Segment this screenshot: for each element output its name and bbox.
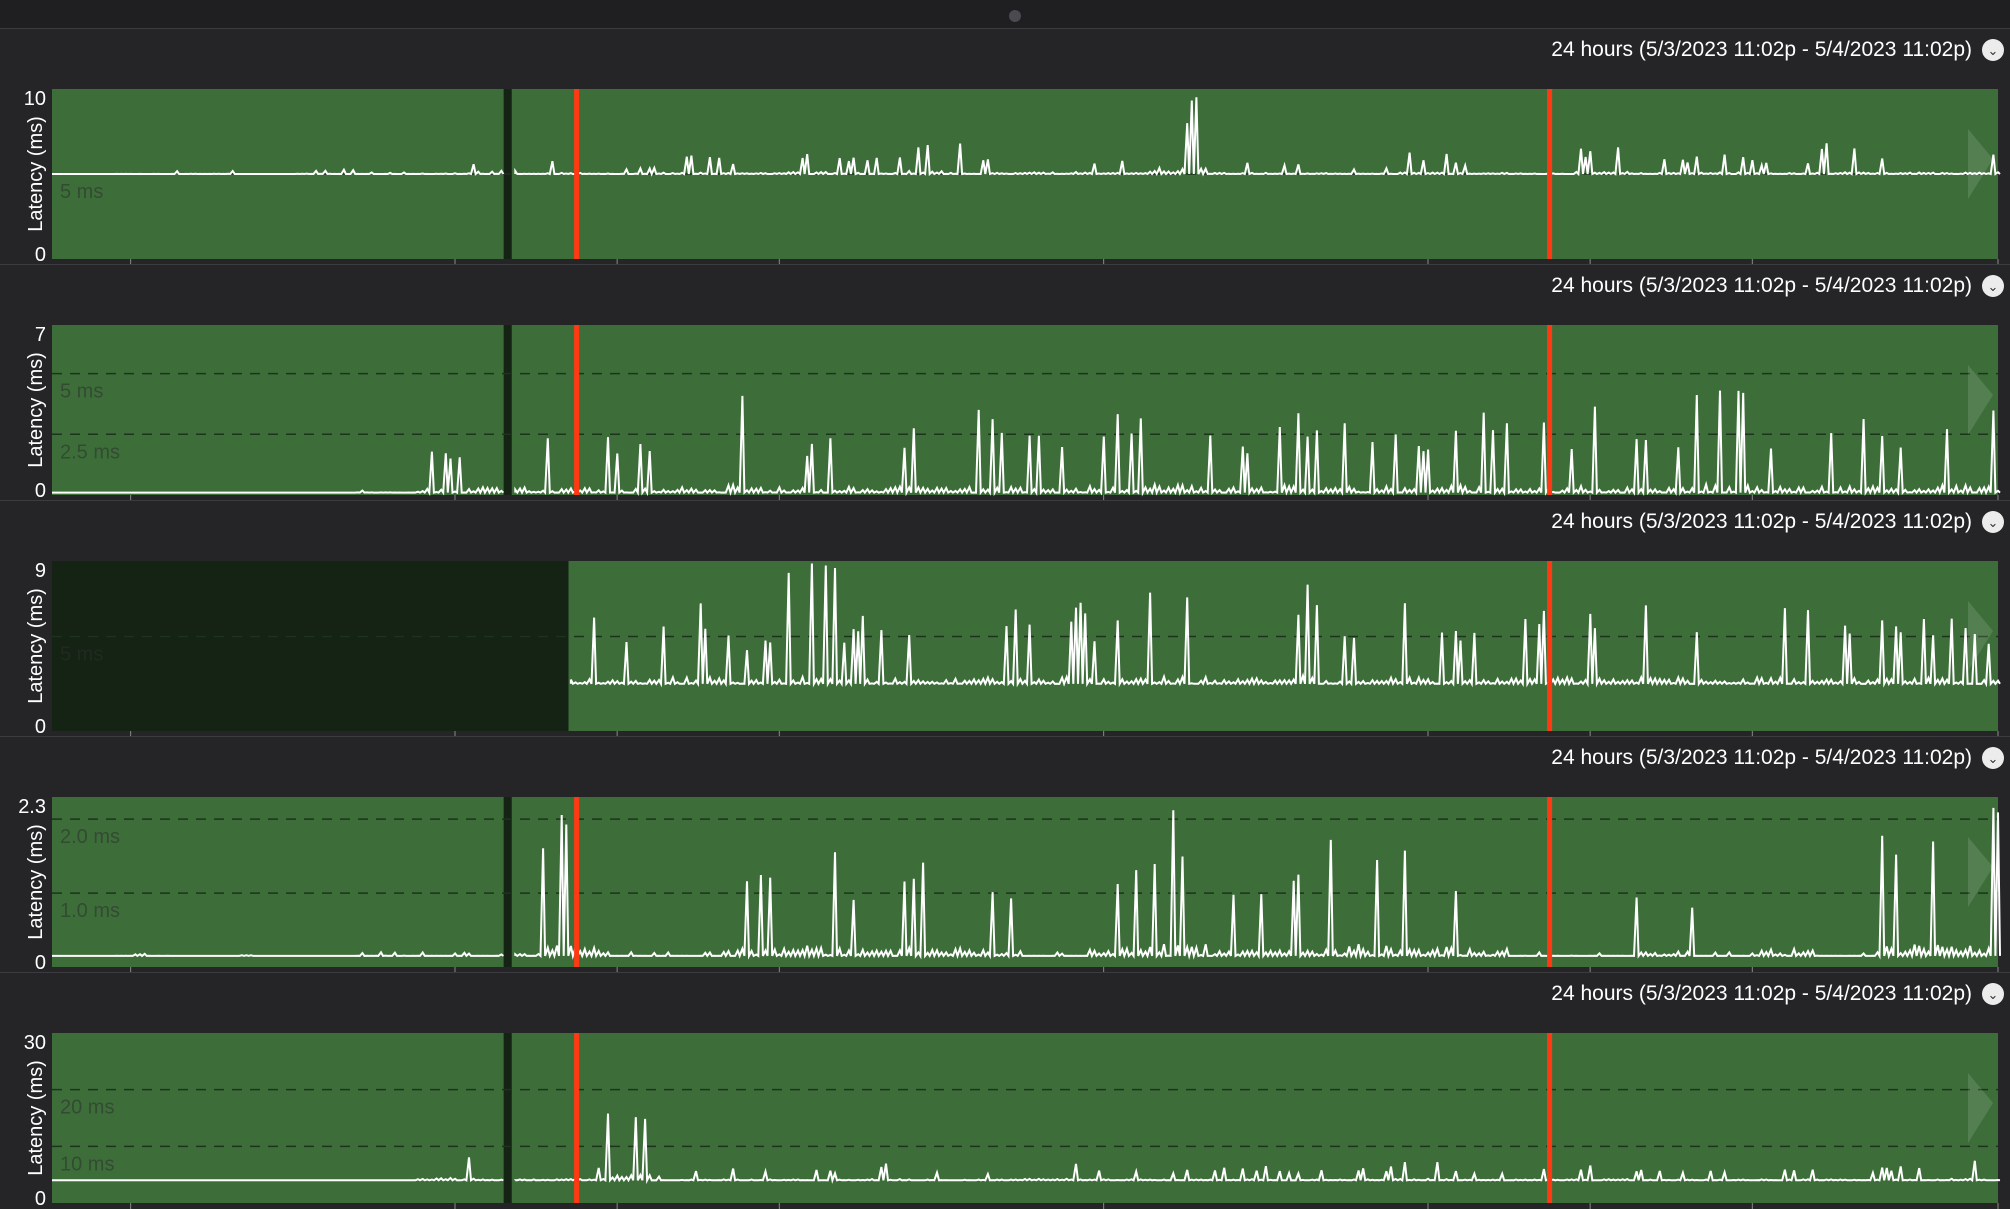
chevron-down-icon[interactable]: ⌄ bbox=[1982, 511, 2004, 533]
chevron-down-icon[interactable]: ⌄ bbox=[1982, 983, 2004, 1005]
plot-area bbox=[52, 1033, 1998, 1203]
event-marker bbox=[574, 1033, 580, 1203]
event-marker bbox=[1547, 561, 1553, 731]
y-axis-label: Latency (ms) bbox=[25, 824, 47, 940]
y-axis-label: Latency (ms) bbox=[25, 1060, 47, 1176]
plot-area bbox=[52, 325, 1998, 495]
reference-line-label: 5 ms bbox=[60, 644, 103, 666]
scroll-right-icon bbox=[1968, 1073, 1993, 1143]
reference-line-label: 10 ms bbox=[60, 1153, 114, 1175]
event-marker bbox=[1547, 89, 1553, 259]
time-range-header: 24 hours (5/3/2023 11:02p - 5/4/2023 11:… bbox=[1551, 35, 2004, 65]
reference-line-label: 2.5 ms bbox=[60, 441, 120, 463]
y-tick-label: 2.3 bbox=[18, 796, 46, 818]
data-gap-block bbox=[503, 797, 512, 967]
y-tick-label: 0 bbox=[35, 952, 46, 973]
scroll-right-icon bbox=[1968, 601, 1993, 671]
y-tick-label: 0 bbox=[35, 244, 46, 265]
time-range-header: 24 hours (5/3/2023 11:02p - 5/4/2023 11:… bbox=[1551, 271, 2004, 301]
time-range-header: 24 hours (5/3/2023 11:02p - 5/4/2023 11:… bbox=[1551, 979, 2004, 1009]
y-tick-label: 30 bbox=[24, 1032, 46, 1054]
reference-line-label: 5 ms bbox=[60, 181, 103, 203]
data-gap-block bbox=[503, 1033, 512, 1203]
scroll-right-icon bbox=[1968, 837, 1993, 907]
latency-trace bbox=[52, 390, 2001, 497]
time-range-label: 24 hours (5/3/2023 11:02p - 5/4/2023 11:… bbox=[1551, 746, 1972, 769]
chevron-down-icon[interactable]: ⌄ bbox=[1982, 39, 2004, 61]
reference-line-label: 5 ms bbox=[60, 381, 103, 403]
scroll-right-icon bbox=[1968, 129, 1993, 199]
chevron-down-icon[interactable]: ⌄ bbox=[1982, 275, 2004, 297]
y-tick-label: 0 bbox=[35, 480, 46, 501]
top-toolbar bbox=[0, 0, 2010, 29]
plot-area bbox=[52, 797, 1998, 967]
reference-line-label: 2.0 ms bbox=[60, 826, 120, 848]
event-marker bbox=[574, 797, 580, 967]
y-tick-label: 7 bbox=[35, 324, 46, 346]
time-range-label: 24 hours (5/3/2023 11:02p - 5/4/2023 11:… bbox=[1551, 38, 1972, 61]
latency-trace bbox=[52, 807, 2001, 960]
time-range-label: 24 hours (5/3/2023 11:02p - 5/4/2023 11:… bbox=[1551, 510, 1972, 533]
y-tick-label: 10 bbox=[24, 88, 46, 110]
latency-trace bbox=[52, 97, 2001, 177]
event-marker bbox=[1547, 1033, 1553, 1203]
event-marker bbox=[574, 89, 580, 259]
time-range-label: 24 hours (5/3/2023 11:02p - 5/4/2023 11:… bbox=[1551, 274, 1972, 297]
reference-line-label: 1.0 ms bbox=[60, 900, 120, 922]
drag-handle-dot-icon[interactable] bbox=[1009, 10, 1021, 22]
y-axis-label: Latency (ms) bbox=[25, 588, 47, 704]
event-marker bbox=[574, 325, 580, 495]
latency-trace bbox=[52, 1113, 2001, 1185]
chevron-down-icon[interactable]: ⌄ bbox=[1982, 747, 2004, 769]
data-gap-block bbox=[52, 561, 569, 731]
reference-line-label: 20 ms bbox=[60, 1097, 114, 1119]
y-axis-label: Latency (ms) bbox=[25, 116, 47, 232]
scroll-right-icon bbox=[1968, 365, 1993, 435]
latency-trace bbox=[569, 563, 2001, 688]
y-tick-label: 9 bbox=[35, 560, 46, 582]
time-range-header: 24 hours (5/3/2023 11:02p - 5/4/2023 11:… bbox=[1551, 743, 2004, 773]
y-axis-label: Latency (ms) bbox=[25, 352, 47, 468]
event-marker bbox=[1547, 797, 1553, 967]
data-gap-block bbox=[503, 325, 512, 495]
event-marker bbox=[1547, 325, 1553, 495]
y-tick-label: 0 bbox=[35, 1188, 46, 1209]
time-range-label: 24 hours (5/3/2023 11:02p - 5/4/2023 11:… bbox=[1551, 982, 1972, 1005]
y-tick-label: 0 bbox=[35, 716, 46, 737]
time-range-header: 24 hours (5/3/2023 11:02p - 5/4/2023 11:… bbox=[1551, 507, 2004, 537]
